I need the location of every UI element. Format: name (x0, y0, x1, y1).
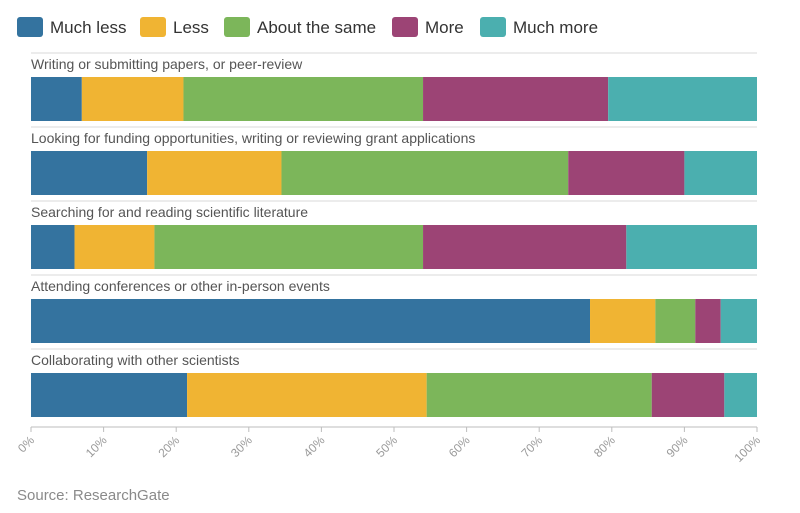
x-tick-label: 100% (732, 433, 764, 465)
x-tick-label: 20% (155, 433, 182, 460)
bar-segment-much-more (684, 151, 757, 195)
bar-segment-much-less (31, 225, 75, 269)
bar-segment-much-more (626, 225, 757, 269)
bar-segment-much-more (724, 373, 757, 417)
bar-segment-more (423, 77, 609, 121)
legend-swatch-much-more (480, 17, 506, 37)
bar-segment-about-the-same (655, 299, 696, 343)
bar-segment-more (651, 373, 725, 417)
source-note: Source: ResearchGate (17, 487, 170, 504)
bar-segment-less (74, 225, 155, 269)
legend-swatch-about-the-same (224, 17, 250, 37)
x-tick-label: 10% (83, 433, 110, 460)
x-tick-label: 90% (664, 433, 691, 460)
category-labels: Writing or submitting papers, or peer-re… (31, 56, 475, 368)
category-label: Writing or submitting papers, or peer-re… (31, 56, 303, 72)
legend-swatch-less (140, 17, 166, 37)
legend-label-less: Less (173, 18, 209, 37)
legend-label-much-less: Much less (50, 18, 127, 37)
x-axis-ticks: 0% 10% 20% 30% 40% 50% 60% 70% 80% 90% 100% (15, 427, 763, 465)
legend-label-about-the-same: About the same (257, 18, 376, 37)
bars (31, 77, 757, 417)
bar-segment-less (147, 151, 282, 195)
x-tick-label: 60% (446, 433, 473, 460)
category-dividers (31, 52, 757, 350)
category-label: Looking for funding opportunities, writi… (31, 130, 475, 146)
bar-segment-less (81, 77, 184, 121)
bar-segment-much-less (31, 299, 591, 343)
legend-swatch-much-less (17, 17, 43, 37)
bar-segment-less (590, 299, 656, 343)
legend: Much less Less About the same More Much more (17, 17, 598, 37)
legend-label-much-more: Much more (513, 18, 598, 37)
bar-segment-about-the-same (183, 77, 424, 121)
bar-segment-about-the-same (281, 151, 569, 195)
legend-label-more: More (425, 18, 464, 37)
bar-segment-much-less (31, 151, 148, 195)
bar-segment-more (568, 151, 685, 195)
bar-segment-much-more (608, 77, 757, 121)
bar-segment-more (695, 299, 721, 343)
x-tick-label: 50% (373, 433, 400, 460)
category-label: Collaborating with other scientists (31, 352, 240, 368)
bar-segment-much-less (31, 373, 188, 417)
x-tick-label: 70% (518, 433, 545, 460)
bar-segment-more (423, 225, 627, 269)
x-tick-label: 40% (301, 433, 328, 460)
bar-segment-less (187, 373, 427, 417)
category-label: Searching for and reading scientific lit… (31, 204, 308, 220)
bar-segment-about-the-same (426, 373, 652, 417)
legend-swatch-more (392, 17, 418, 37)
x-tick-label: 80% (591, 433, 618, 460)
x-tick-label: 0% (15, 433, 37, 455)
bar-segment-about-the-same (154, 225, 424, 269)
bar-segment-much-more (720, 299, 757, 343)
bar-segment-much-less (31, 77, 82, 121)
x-tick-label: 30% (228, 433, 255, 460)
category-label: Attending conferences or other in-person… (31, 278, 330, 294)
